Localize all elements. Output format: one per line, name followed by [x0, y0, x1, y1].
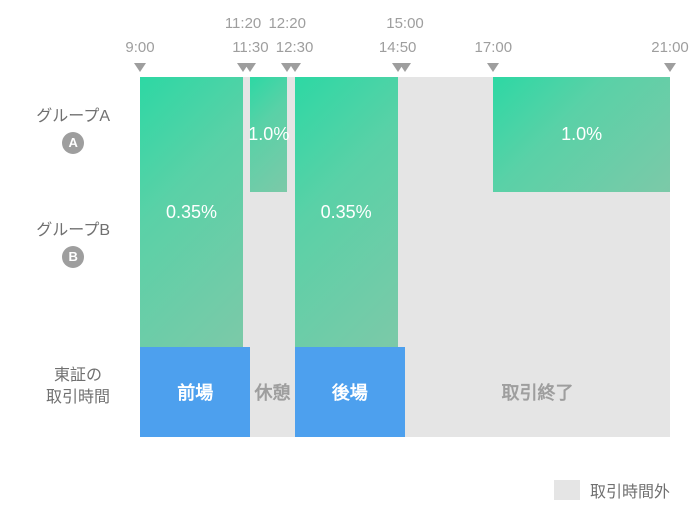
- legend-label: 取引時間外: [590, 478, 670, 502]
- tick-arrow-icon: [487, 63, 499, 72]
- tick-lower: 14:50: [379, 39, 417, 56]
- block-tse-closed: 取引終了: [405, 347, 670, 437]
- tick-lower: 17:00: [475, 39, 513, 56]
- block-closing-rate-a: 1.0%: [493, 77, 670, 192]
- tick-lower: 11:30: [232, 39, 268, 56]
- row-label-tse: 東証の 取引時間: [46, 365, 110, 410]
- group-b-badge: B: [62, 246, 84, 268]
- block-morning-rate: 0.35%: [140, 77, 243, 347]
- tick-upper: 12:20: [268, 15, 306, 32]
- tick-lower: 9:00: [125, 39, 154, 56]
- tick-arrow-icon: [244, 63, 256, 72]
- tick-arrow-icon: [289, 63, 301, 72]
- block-afternoon-rate: 0.35%: [295, 77, 398, 347]
- row-label-group-b: グループB B: [36, 220, 110, 269]
- legend: 取引時間外: [554, 478, 670, 502]
- block-tse-morning: 前場: [140, 347, 250, 437]
- block-tse-break: 休憩: [250, 347, 294, 437]
- timeline-chart: 11:2012:2015:009:0011:3012:3014:5017:002…: [140, 77, 670, 437]
- tick-lower: 21:00: [651, 39, 689, 56]
- tick-arrow-icon: [134, 63, 146, 72]
- tick-upper: 11:20: [225, 15, 261, 32]
- block-tse-afternoon: 後場: [295, 347, 405, 437]
- block-midday-rate-a: 1.0%: [250, 77, 287, 192]
- row-label-group-a: グループA A: [36, 106, 110, 155]
- tick-lower: 12:30: [276, 39, 314, 56]
- group-a-badge: A: [62, 132, 84, 154]
- legend-swatch: [554, 480, 580, 500]
- group-a-title: グループA: [36, 106, 110, 128]
- tick-arrow-icon: [392, 63, 404, 72]
- group-b-title: グループB: [36, 220, 110, 242]
- tick-upper: 15:00: [386, 15, 424, 32]
- tick-arrow-icon: [664, 63, 676, 72]
